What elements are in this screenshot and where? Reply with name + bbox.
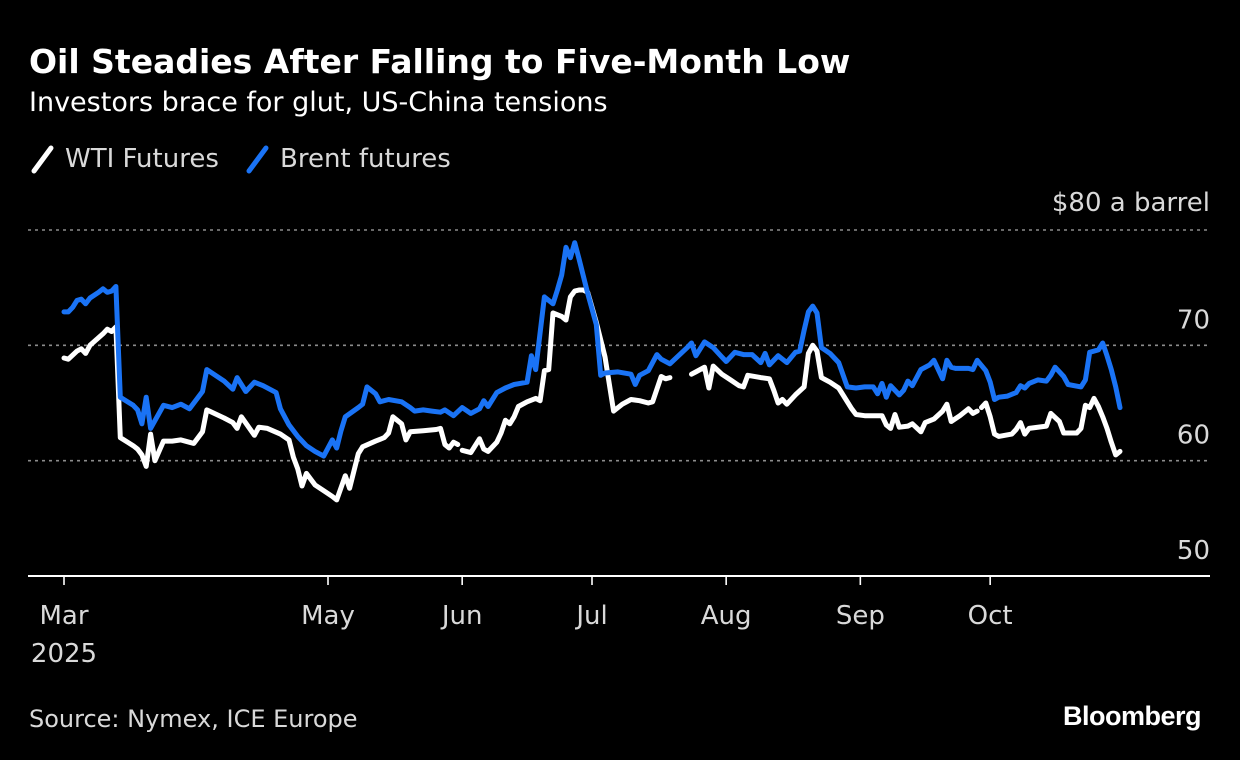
x-tick-label-oct: Oct xyxy=(968,601,1013,631)
x-tick-label-may: May xyxy=(301,601,355,631)
x-tick-label-sep: Sep xyxy=(836,601,885,631)
series-line-wti-futures xyxy=(61,287,1123,503)
series-lines xyxy=(61,240,1123,503)
source-note: Source: Nymex, ICE Europe xyxy=(29,705,358,733)
x-tick-label-jun: Jun xyxy=(440,601,483,631)
legend-label-wti: WTI Futures xyxy=(65,144,219,174)
chart-subtitle: Investors brace for glut, US-China tensi… xyxy=(29,87,608,118)
x-tick-label-jul: Jul xyxy=(574,601,607,631)
legend-swatch-wti xyxy=(31,145,54,174)
y-tick-label-70: 70 xyxy=(1177,305,1210,335)
legend: WTI Futures Brent futures xyxy=(31,144,451,174)
x-axis-ticks: Mar 2025 May Jun Jul Aug Sep Oct xyxy=(31,576,1013,669)
gridlines xyxy=(28,229,1210,462)
x-tick-label-mar: Mar xyxy=(39,601,88,631)
series-line-brent-futures xyxy=(61,240,1123,459)
legend-swatch-brent xyxy=(246,145,269,174)
chart-title: Oil Steadies After Falling to Five-Month… xyxy=(29,42,850,81)
x-tick-label-aug: Aug xyxy=(701,601,752,631)
y-axis-unit-label: $80 a barrel xyxy=(1052,188,1210,218)
y-tick-label-60: 60 xyxy=(1177,421,1210,451)
legend-label-brent: Brent futures xyxy=(280,144,451,174)
y-axis-ticks: 70 60 50 xyxy=(1177,305,1210,566)
x-tick-sublabel-year: 2025 xyxy=(31,639,97,669)
y-tick-label-50: 50 xyxy=(1177,536,1210,566)
bloomberg-logo: Bloomberg xyxy=(1063,701,1201,731)
